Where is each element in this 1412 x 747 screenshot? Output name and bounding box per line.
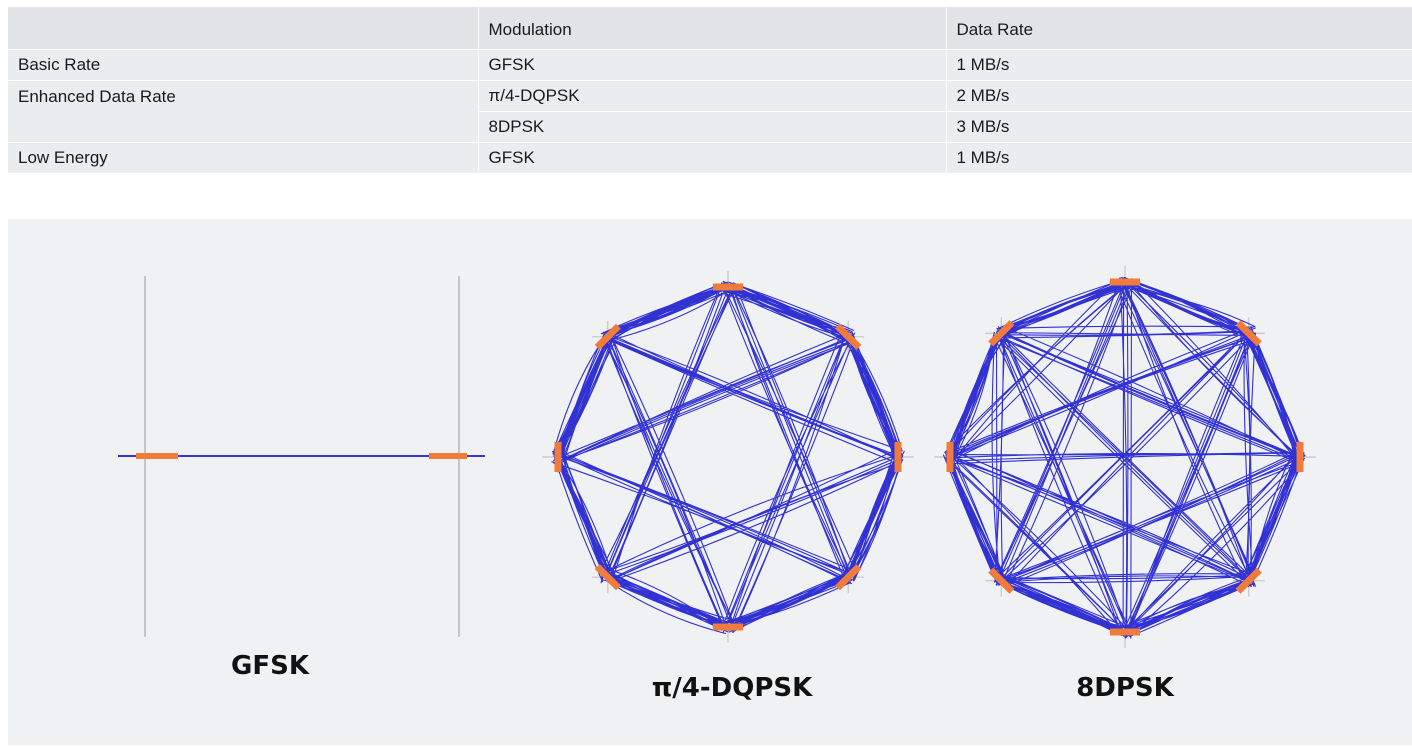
modulation-table: Modulation Data Rate Basic Rate GFSK 1 M…	[8, 7, 1412, 174]
8dpsk-constellation	[934, 266, 1316, 648]
dqpsk-symbol	[835, 323, 862, 350]
dqpsk-symbol	[554, 442, 562, 472]
table-row: 8DPSK 3 MB/s	[8, 111, 1412, 143]
dqpsk-symbol	[594, 564, 621, 591]
dqpsk-trajectories	[551, 280, 905, 635]
header-mode	[8, 7, 479, 50]
modulation-cell: GFSK	[478, 49, 947, 81]
data-rate-cell: 3 MB/s	[946, 111, 1412, 143]
table-header-row: Modulation Data Rate	[8, 7, 1412, 50]
dpsk8-symbol	[1235, 320, 1262, 347]
mode-cell: Basic Rate	[8, 49, 479, 81]
8dpsk-label: 8DPSK	[1076, 673, 1174, 703]
data-rate-cell: 1 MB/s	[946, 142, 1412, 174]
header-data-rate: Data Rate	[946, 7, 1412, 50]
header-modulation: Modulation	[478, 7, 947, 50]
dpsk8-symbol	[988, 567, 1015, 594]
modulation-cell: 8DPSK	[478, 111, 947, 143]
dpsk8-symbol	[1110, 628, 1140, 636]
gfsk-constellation	[118, 276, 485, 637]
table-row: Enhanced Data Rate π/4-DQPSK 2 MB/s	[8, 80, 1412, 143]
gfsk-label: GFSK	[231, 651, 309, 681]
data-rate-cell: 2 MB/s	[946, 80, 1412, 112]
dqpsk-constellation	[542, 271, 914, 643]
table-row: Basic Rate GFSK 1 MB/s	[8, 49, 1412, 81]
gfsk-symbol-left	[136, 453, 178, 459]
dqpsk-symbol	[894, 442, 902, 472]
constellation-figure-panel: GFSK π/4-DQPSK 8DPSK	[8, 219, 1412, 745]
dpsk8-symbol	[946, 442, 954, 472]
modulation-cell: GFSK	[478, 142, 947, 174]
dqpsk-label: π/4-DQPSK	[651, 673, 813, 703]
gfsk-symbol-right	[429, 453, 467, 459]
data-rate-cell: 1 MB/s	[946, 49, 1412, 81]
dpsk8-symbol	[988, 320, 1015, 347]
dpsk8-symbol	[1296, 442, 1304, 472]
table-row: Low Energy GFSK 1 MB/s	[8, 142, 1412, 174]
dqpsk-symbol	[713, 283, 743, 291]
dqpsk-symbol	[594, 323, 621, 350]
dpsk8-trajectories	[942, 276, 1306, 639]
mode-cell: Enhanced Data Rate	[8, 80, 479, 143]
dpsk8-symbol	[1110, 278, 1140, 286]
mode-cell: Low Energy	[8, 142, 479, 174]
dpsk8-symbol	[1235, 567, 1262, 594]
modulation-cell: π/4-DQPSK	[478, 80, 947, 112]
dqpsk-symbol	[713, 623, 743, 631]
constellation-diagrams	[118, 266, 1316, 648]
dqpsk-symbol	[835, 564, 862, 591]
